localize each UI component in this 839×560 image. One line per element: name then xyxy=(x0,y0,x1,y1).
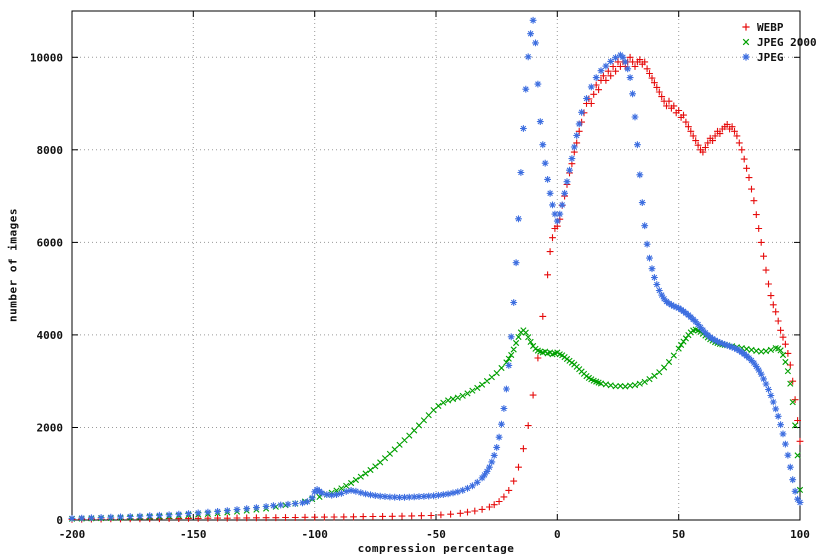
x-tick-label: 0 xyxy=(554,528,561,541)
y-axis-title: number of images xyxy=(6,208,20,322)
legend-label-jpeg-2000: JPEG 2000 xyxy=(757,36,817,49)
x-axis-title: compression percentage xyxy=(357,542,515,555)
x-tick-label: -100 xyxy=(301,528,328,541)
x-tick-label: 50 xyxy=(672,528,685,541)
x-tick-label: -150 xyxy=(180,528,207,541)
legend-label-webp: WEBP xyxy=(757,21,784,34)
y-tick-label: 10000 xyxy=(30,51,63,64)
x-tick-label: 100 xyxy=(790,528,810,541)
x-tick-label: -50 xyxy=(426,528,446,541)
legend-marker-asterisk-icon xyxy=(742,53,750,61)
legend-marker-plus-icon xyxy=(742,23,750,31)
tick-labels: -200 -150 -100 -50 0 50 100 0 2000 4000 6000 8000 10… xyxy=(30,51,810,541)
legend-label-jpeg: JPEG xyxy=(757,51,784,64)
series-jpeg-points xyxy=(68,16,804,522)
y-tick-label: 2000 xyxy=(37,422,64,435)
grid-lines xyxy=(72,11,800,520)
y-tick-label: 4000 xyxy=(37,329,64,342)
y-tick-label: 8000 xyxy=(37,144,64,157)
x-tick-label: -200 xyxy=(59,528,86,541)
legend: WEBP JPEG 2000 JPEG xyxy=(742,21,817,64)
y-tick-label: 6000 xyxy=(37,236,64,249)
legend-marker-cross-icon xyxy=(742,38,750,46)
y-tick-label: 0 xyxy=(56,514,63,527)
